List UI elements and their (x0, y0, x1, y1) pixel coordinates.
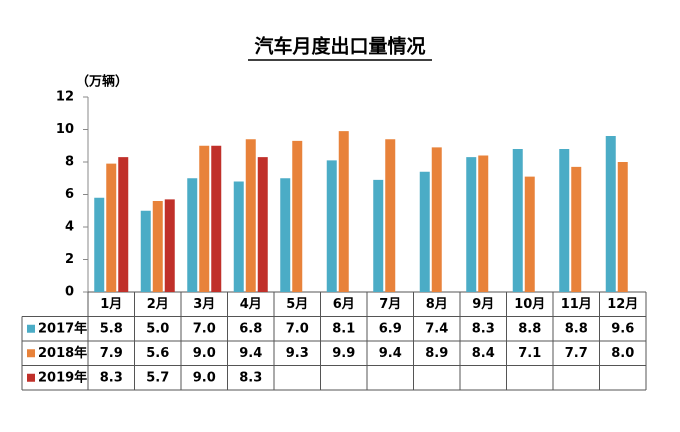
data-label: 8.9 (425, 346, 448, 361)
chart-title: 汽车月度出口量情况 (254, 35, 425, 58)
data-label: 7.1 (518, 346, 541, 361)
bar (292, 140, 303, 292)
bar (431, 147, 442, 292)
data-label: 9.6 (611, 321, 634, 336)
data-label: 8.0 (611, 346, 634, 361)
data-label: 5.6 (146, 346, 169, 361)
x-tick-label: 4月 (240, 297, 262, 312)
data-label: 8.1 (332, 321, 355, 336)
bar (280, 178, 291, 292)
bar (338, 131, 349, 292)
bar (419, 171, 430, 292)
x-tick-label: 5月 (286, 297, 308, 312)
data-label: 5.7 (146, 370, 169, 385)
bar (233, 181, 244, 292)
data-label: 7.7 (565, 346, 588, 361)
y-tick-label: 6 (65, 187, 74, 202)
data-label: 9.4 (239, 346, 262, 361)
data-label: 5.0 (146, 321, 169, 336)
y-tick-label: 8 (65, 155, 74, 170)
bar (326, 160, 337, 292)
x-tick-label: 9月 (472, 297, 494, 312)
bar (559, 149, 570, 292)
bar (118, 157, 129, 292)
bar (478, 155, 489, 292)
legend-swatch (27, 324, 35, 333)
bar (524, 176, 535, 292)
data-label: 9.0 (193, 346, 216, 361)
bar (106, 163, 117, 292)
data-label: 9.3 (286, 346, 309, 361)
bar (605, 136, 616, 292)
bar (617, 162, 628, 292)
data-label: 9.0 (193, 370, 216, 385)
y-axis-label: （万辆） (76, 74, 128, 90)
data-label: 7.9 (100, 346, 123, 361)
bar (512, 149, 523, 292)
legend-label: 2019年 (38, 369, 87, 385)
data-label: 6.8 (239, 321, 262, 336)
data-label: 9.9 (332, 346, 355, 361)
data-label: 8.8 (565, 321, 588, 336)
bar (164, 199, 175, 292)
bar (152, 201, 163, 292)
legend-swatch (27, 373, 35, 382)
data-label: 8.3 (239, 370, 262, 385)
bar (466, 157, 477, 292)
bar (385, 139, 396, 292)
data-label: 8.8 (518, 321, 541, 336)
data-label: 8.4 (472, 346, 495, 361)
y-tick-label: 2 (65, 252, 74, 267)
legend-swatch (27, 349, 35, 358)
x-tick-label: 8月 (426, 297, 448, 312)
x-tick-label: 6月 (333, 297, 355, 312)
y-tick-label: 4 (65, 220, 74, 235)
data-label: 7.4 (425, 321, 448, 336)
bar (211, 145, 222, 292)
y-tick-label: 12 (56, 90, 74, 105)
data-label: 8.3 (472, 321, 495, 336)
x-tick-label: 2月 (147, 297, 169, 312)
bar (571, 166, 582, 292)
bar (199, 145, 210, 292)
legend-label: 2018年 (38, 345, 87, 361)
data-label: 7.0 (193, 321, 216, 336)
bar (257, 157, 268, 292)
bar (140, 210, 151, 292)
legend-label: 2017年 (38, 320, 87, 336)
bar (187, 178, 198, 292)
y-tick-label: 10 (56, 122, 74, 137)
x-tick-label: 3月 (193, 297, 215, 312)
data-label: 8.3 (100, 370, 123, 385)
bar (373, 179, 384, 292)
x-tick-label: 1月 (100, 297, 122, 312)
data-label: 6.9 (379, 321, 402, 336)
y-tick-label: 0 (65, 285, 74, 300)
data-label: 5.8 (100, 321, 123, 336)
x-tick-label: 11月 (561, 297, 592, 312)
x-tick-label: 10月 (514, 297, 545, 312)
bar (245, 139, 256, 292)
data-label: 9.4 (379, 346, 402, 361)
data-label: 7.0 (286, 321, 309, 336)
bar (94, 197, 105, 292)
x-tick-label: 12月 (607, 297, 638, 312)
x-tick-label: 7月 (379, 297, 401, 312)
